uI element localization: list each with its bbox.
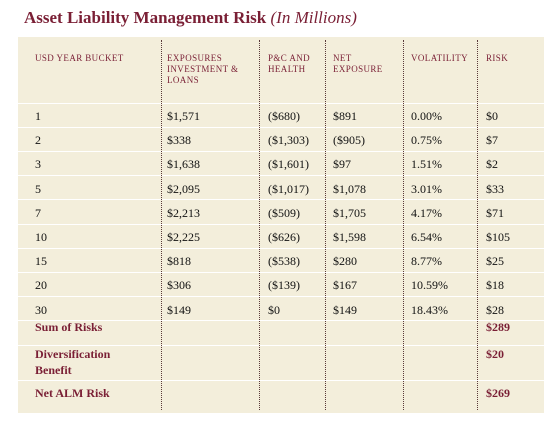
- page-title: Asset Liability Management Risk (In Mill…: [24, 8, 357, 28]
- table-cell: $0: [486, 109, 498, 123]
- table-cell: 0.75%: [411, 133, 442, 147]
- summary-value: $269: [486, 386, 510, 400]
- table-cell: ($139): [268, 278, 300, 292]
- column-header: EXPOSURES INVESTMENT & LOANS: [167, 53, 239, 85]
- row-divider: [18, 345, 544, 346]
- summary-label: Sum of Risks: [35, 320, 103, 334]
- table-cell: $2,095: [167, 182, 200, 196]
- table-cell: $28: [486, 303, 504, 317]
- table-cell: $306: [167, 278, 191, 292]
- table-cell: 10: [35, 230, 47, 244]
- table-cell: $97: [333, 157, 351, 171]
- table-cell: 1: [35, 109, 41, 123]
- table-cell: $1,078: [333, 182, 366, 196]
- table-cell: 7: [35, 206, 41, 220]
- table-cell: $33: [486, 182, 504, 196]
- table-cell: ($626): [268, 230, 300, 244]
- column-divider: [161, 40, 162, 410]
- table-cell: $71: [486, 206, 504, 220]
- table-cell: $2,213: [167, 206, 200, 220]
- table-cell: $338: [167, 133, 191, 147]
- row-divider: [18, 175, 544, 176]
- table-cell: $149: [167, 303, 191, 317]
- column-header: RISK: [486, 53, 509, 63]
- table-cell: 6.54%: [411, 230, 442, 244]
- row-divider: [18, 272, 544, 273]
- table-cell: 2: [35, 133, 41, 147]
- column-divider: [325, 40, 326, 410]
- table-cell: $2: [486, 157, 498, 171]
- column-header: P&C AND HEALTH: [268, 53, 311, 74]
- row-divider: [18, 151, 544, 152]
- column-header: VOLATILITY: [411, 53, 468, 63]
- row-divider: [18, 320, 544, 321]
- title-main: Asset Liability Management Risk: [24, 8, 267, 27]
- table-cell: 20: [35, 278, 47, 292]
- column-header: USD YEAR BUCKET: [35, 53, 124, 63]
- table-cell: 18.43%: [411, 303, 448, 317]
- table-cell: ($1,601): [268, 157, 309, 171]
- table-cell: $1,638: [167, 157, 200, 171]
- row-divider: [18, 224, 544, 225]
- table-cell: ($1,303): [268, 133, 309, 147]
- table-cell: 8.77%: [411, 254, 442, 268]
- table-cell: 1.51%: [411, 157, 442, 171]
- table-cell: $1,705: [333, 206, 366, 220]
- table-panel: [18, 37, 544, 413]
- table-cell: $105: [486, 230, 510, 244]
- table-cell: $0: [268, 303, 280, 317]
- table-cell: 3.01%: [411, 182, 442, 196]
- column-divider: [259, 40, 260, 410]
- summary-value: $289: [486, 320, 510, 334]
- row-divider: [18, 127, 544, 128]
- table-cell: 4.17%: [411, 206, 442, 220]
- table-cell: $280: [333, 254, 357, 268]
- table-cell: $25: [486, 254, 504, 268]
- table-cell: 10.59%: [411, 278, 448, 292]
- table-cell: ($509): [268, 206, 300, 220]
- table-cell: 15: [35, 254, 47, 268]
- table-cell: ($905): [333, 133, 365, 147]
- summary-value: $20: [486, 347, 504, 361]
- row-divider: [18, 248, 544, 249]
- title-subtitle: (In Millions): [270, 8, 357, 27]
- column-divider: [403, 40, 404, 410]
- summary-label: Diversification Benefit: [35, 347, 111, 377]
- row-divider: [18, 380, 544, 381]
- table-cell: $2,225: [167, 230, 200, 244]
- table-cell: $149: [333, 303, 357, 317]
- summary-label: Net ALM Risk: [35, 386, 110, 400]
- table-cell: $891: [333, 109, 357, 123]
- table-cell: 3: [35, 157, 41, 171]
- table-cell: $1,571: [167, 109, 200, 123]
- table-cell: 5: [35, 182, 41, 196]
- table-cell: $18: [486, 278, 504, 292]
- column-header: NET EXPOSURE: [333, 53, 383, 74]
- table-cell: $818: [167, 254, 191, 268]
- table-cell: $7: [486, 133, 498, 147]
- table-cell: 0.00%: [411, 109, 442, 123]
- table-cell: ($1,017): [268, 182, 309, 196]
- table-cell: $1,598: [333, 230, 366, 244]
- row-divider: [18, 199, 544, 200]
- column-divider: [477, 40, 478, 410]
- row-divider: [18, 103, 544, 104]
- table-cell: 30: [35, 303, 47, 317]
- table-cell: ($538): [268, 254, 300, 268]
- table-cell: $167: [333, 278, 357, 292]
- row-divider: [18, 296, 544, 297]
- table-cell: ($680): [268, 109, 300, 123]
